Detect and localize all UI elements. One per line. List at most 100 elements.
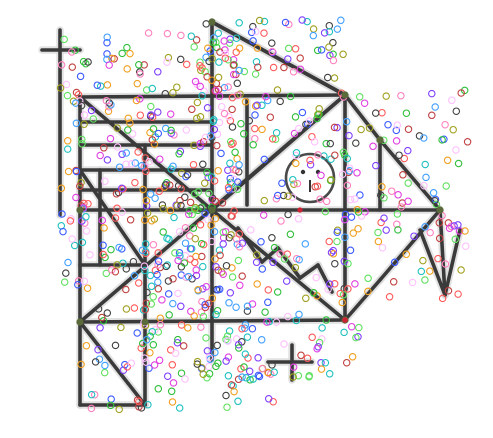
scatter-circle: [153, 270, 161, 279]
scatter-circle: [194, 188, 203, 196]
scatter-circle: [273, 191, 282, 200]
scatter-circle: [315, 105, 323, 113]
scatter-circle: [77, 178, 85, 187]
scatter-circle: [342, 358, 351, 367]
scatter-circle: [123, 363, 132, 371]
scatter-circle: [219, 240, 227, 248]
scatter-circle: [316, 195, 324, 203]
scatter-circle: [124, 114, 133, 123]
scatter-circle: [431, 197, 439, 205]
scatter-circle: [173, 201, 181, 210]
scatter-circle: [190, 43, 198, 51]
scatter-circle: [444, 286, 453, 295]
scatter-circle: [382, 226, 390, 234]
scatter-circle: [329, 250, 338, 258]
scatter-circle: [255, 372, 264, 381]
scatter-circle: [431, 103, 439, 111]
scatter-circle: [200, 87, 208, 95]
scatter-circle: [103, 50, 111, 58]
scatter-circle: [207, 221, 215, 229]
scatter-circle: [232, 34, 241, 42]
scatter-circle: [102, 96, 111, 105]
scatter-circle: [432, 200, 441, 209]
scatter-circle: [166, 181, 174, 189]
scatter-circle: [341, 233, 349, 241]
scatter-circle: [369, 142, 377, 151]
scatter-circle: [82, 341, 91, 350]
scatter-circle: [227, 381, 236, 389]
scatter-circle: [219, 270, 227, 278]
scatter-circle: [353, 169, 361, 177]
scatter-circle: [149, 125, 158, 133]
scatter-circle: [254, 354, 262, 362]
scatter-circle: [354, 224, 362, 233]
scatter-circle: [284, 44, 293, 53]
scatter-circle: [59, 227, 67, 236]
scatter-circle: [242, 374, 250, 382]
scatter-circle: [206, 132, 215, 140]
scatter-circle: [240, 67, 249, 76]
scatter-circle: [118, 150, 126, 159]
scatter-circle: [351, 195, 359, 203]
scatter-circle: [321, 358, 330, 367]
scatter-circle: [463, 138, 472, 146]
scatter-circle: [181, 239, 190, 247]
scatter-circle: [217, 102, 226, 111]
scatter-circle: [330, 74, 339, 82]
scatter-circle: [143, 209, 152, 217]
scatter-circle: [171, 349, 180, 358]
scatter-circle: [191, 234, 200, 243]
scatter-circle: [154, 108, 162, 116]
scatter-circle: [63, 145, 72, 153]
scatter-circle: [167, 165, 175, 173]
scatter-circle: [289, 373, 297, 381]
scatter-circle: [313, 114, 321, 123]
scatter-circle: [337, 16, 345, 25]
scatter-circle: [163, 58, 171, 66]
scatter-circle: [426, 228, 434, 237]
scatter-circles-layer: [56, 16, 472, 414]
scatter-circle: [150, 140, 159, 148]
scatter-circle: [246, 376, 254, 384]
stroke-halo-layer: [38, 18, 464, 409]
scatter-circle: [333, 123, 341, 132]
scatter-circle: [173, 338, 182, 347]
scatter-circle: [252, 27, 260, 36]
scatter-circle: [216, 251, 224, 259]
scatter-circle: [339, 148, 348, 157]
scatter-circle: [104, 107, 113, 115]
scatter-circle: [325, 43, 333, 51]
scatter-circle: [154, 257, 163, 265]
scatter-circle: [141, 240, 150, 248]
scatter-circle: [438, 294, 447, 303]
scatter-circle: [454, 290, 462, 298]
scatter-circle: [205, 57, 213, 66]
scatter-circle: [263, 318, 271, 326]
scatter-circle: [347, 322, 356, 331]
scatter-circle: [86, 251, 94, 259]
scatter-circle: [333, 237, 341, 246]
scatter-circle: [357, 125, 365, 134]
scatter-circle: [289, 175, 297, 184]
scatter-circle: [204, 44, 212, 53]
scatter-circle: [193, 114, 201, 123]
scatter-circle: [393, 121, 402, 129]
scatter-circle: [189, 224, 198, 232]
scatter-circle: [224, 337, 232, 345]
scatter-circle: [384, 120, 392, 129]
scatter-circle: [264, 395, 273, 403]
scatter-circle: [419, 256, 427, 265]
scatter-circle: [176, 55, 185, 64]
scatter-circle: [241, 350, 250, 358]
scatter-circle: [221, 227, 230, 236]
scatter-circle: [113, 143, 122, 151]
scatter-circle: [392, 137, 401, 145]
scatter-circle: [212, 310, 220, 319]
scatter-circle: [347, 213, 356, 221]
scatter-circle: [142, 197, 151, 205]
scatter-circle: [327, 248, 336, 257]
scatter-circle: [345, 131, 353, 140]
stroke-zz4: [298, 263, 320, 280]
scatter-circle: [78, 135, 86, 144]
scatter-circle: [315, 338, 324, 347]
